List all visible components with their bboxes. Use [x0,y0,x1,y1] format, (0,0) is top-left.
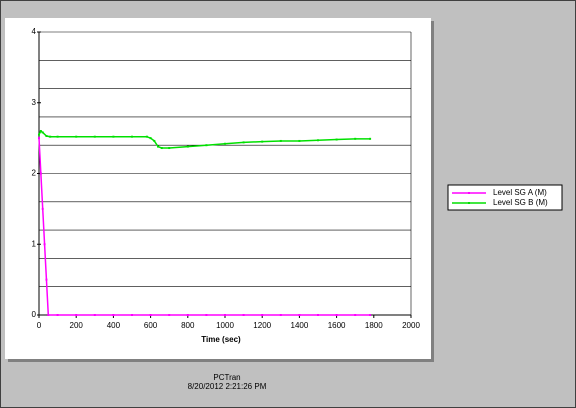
data-point [335,314,338,316]
legend-label: Level SG A (M) [493,188,547,197]
data-point [56,314,59,316]
data-point [145,135,148,138]
data-point [279,139,282,142]
y-tick-label: 0 [32,310,37,319]
data-point [160,147,163,150]
data-point [41,207,44,210]
data-point [45,135,48,138]
data-point [47,314,50,316]
data-point [49,135,52,138]
footer: 8/20/2012 2:21:26 PM [188,382,267,391]
data-point [149,314,152,316]
x-tick-label: 600 [144,321,158,330]
data-point [93,314,96,316]
data-point [354,137,357,140]
data-point [186,314,189,316]
data-point [168,147,171,150]
data-point [298,314,301,316]
panel [5,18,431,359]
data-point [38,133,40,136]
data-point [369,137,372,140]
data-point [205,314,208,316]
data-point [205,144,208,147]
x-axis-label: Time (sec) [201,335,241,344]
data-point [112,314,115,316]
data-point [56,135,59,138]
legend-marker [468,192,470,194]
x-tick-label: 1600 [328,321,346,330]
legend-marker [468,202,470,204]
data-point [38,137,40,140]
data-point [279,314,282,316]
data-point [369,314,372,316]
y-tick-label: 1 [32,239,37,248]
data-point [261,314,264,316]
y-tick-label: 4 [32,27,37,36]
x-tick-label: 0 [37,321,42,330]
data-point [75,135,78,138]
x-tick-label: 200 [70,321,84,330]
x-tick-label: 1200 [253,321,271,330]
legend [447,184,563,211]
x-tick-label: 1400 [291,321,309,330]
y-tick-label: 3 [32,98,37,107]
data-point [317,139,319,142]
data-point [242,141,245,144]
data-point [45,278,48,281]
data-point [186,145,189,148]
data-point [168,314,171,316]
data-point [41,131,44,134]
data-point [153,139,156,142]
x-tick-label: 1000 [216,321,234,330]
data-point [43,243,46,246]
data-point [39,130,42,133]
data-point [131,135,133,138]
x-tick-label: 400 [107,321,121,330]
data-point [224,142,226,145]
data-point [157,145,160,148]
footer: PCTran [213,373,240,382]
data-point [242,314,245,316]
x-tick-label: 1800 [365,321,383,330]
y-tick-label: 2 [32,169,37,178]
data-point [335,138,338,141]
data-point [317,314,319,316]
data-point [93,135,96,138]
x-tick-label: 800 [181,321,195,330]
data-point [75,314,78,316]
data-point [39,172,42,175]
series-line [38,138,371,316]
data-point [298,139,301,142]
data-point [131,314,133,316]
x-tick-label: 2000 [402,321,420,330]
data-point [224,314,226,316]
legend-label: Level SG B (M) [493,198,548,207]
data-point [261,140,264,143]
data-point [112,135,115,138]
data-point [149,137,152,140]
data-point [354,314,357,316]
